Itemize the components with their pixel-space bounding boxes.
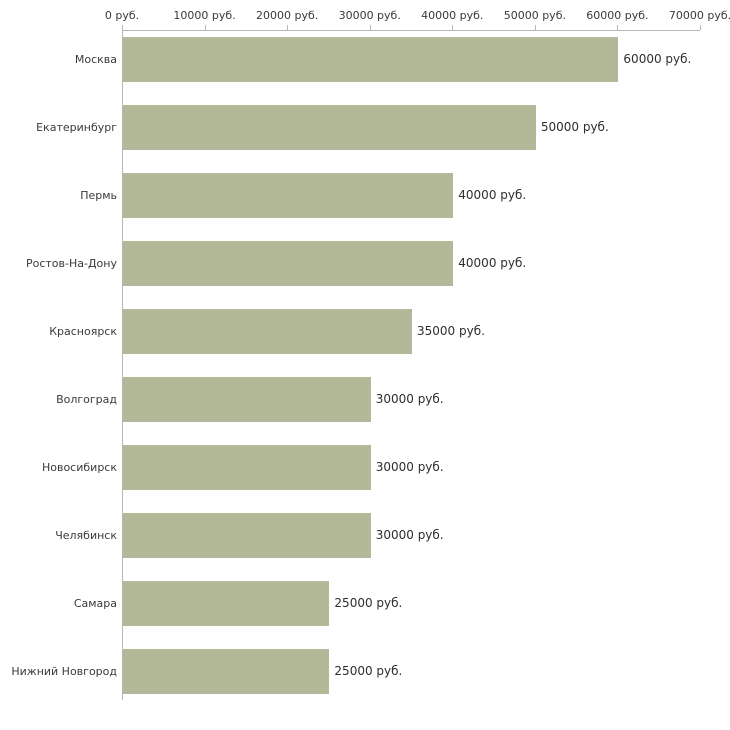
category-label: Пермь xyxy=(80,189,117,202)
category-label: Нижний Новгород xyxy=(11,665,117,678)
value-label: 30000 руб. xyxy=(375,528,444,542)
x-tick-label: 30000 руб. xyxy=(338,9,401,22)
category-label: Ростов-На-Дону xyxy=(25,257,117,270)
x-tick-label: 60000 руб. xyxy=(586,9,649,22)
category-label: Красноярск xyxy=(49,325,117,338)
x-tick-label: 70000 руб. xyxy=(668,9,730,22)
bar xyxy=(123,649,330,694)
x-tick-label: 20000 руб. xyxy=(256,9,319,22)
x-tick-label: 40000 руб. xyxy=(421,9,484,22)
category-label: Москва xyxy=(74,53,117,66)
x-tick-mark xyxy=(369,25,371,30)
value-label: 60000 руб. xyxy=(623,52,692,66)
bar xyxy=(123,105,536,150)
value-label: 35000 руб. xyxy=(417,324,485,338)
x-tick-mark xyxy=(122,25,123,30)
x-tick-mark xyxy=(617,25,619,30)
x-tick-mark xyxy=(287,25,289,30)
value-label: 25000 руб. xyxy=(334,596,403,610)
category-label: Волгоград xyxy=(56,393,117,406)
bar xyxy=(123,173,454,218)
x-tick-mark xyxy=(534,25,536,30)
category-label: Самара xyxy=(73,597,117,610)
x-tick-mark xyxy=(452,25,454,30)
x-tick-label: 0 руб. xyxy=(104,9,140,22)
x-axis-line xyxy=(122,30,700,31)
category-label: Челябинск xyxy=(55,529,117,542)
value-label: 30000 руб. xyxy=(375,392,444,406)
x-tick-label: 50000 руб. xyxy=(503,9,566,22)
bar xyxy=(123,241,454,286)
x-tick-mark xyxy=(700,25,701,30)
x-tick-mark xyxy=(204,25,206,30)
bar xyxy=(123,581,330,626)
value-label: 40000 руб. xyxy=(458,256,527,270)
bar xyxy=(123,37,619,82)
category-label: Новосибирск xyxy=(41,461,117,474)
x-tick-label: 10000 руб. xyxy=(173,9,236,22)
category-label: Екатеринбург xyxy=(36,121,117,134)
bar xyxy=(123,309,412,354)
y-axis-line xyxy=(122,30,123,700)
bar xyxy=(123,377,371,422)
value-label: 50000 руб. xyxy=(540,120,609,134)
bar xyxy=(123,513,371,558)
value-label: 30000 руб. xyxy=(375,460,444,474)
bar xyxy=(123,445,371,490)
value-label: 40000 руб. xyxy=(458,188,527,202)
value-label: 25000 руб. xyxy=(334,664,403,678)
